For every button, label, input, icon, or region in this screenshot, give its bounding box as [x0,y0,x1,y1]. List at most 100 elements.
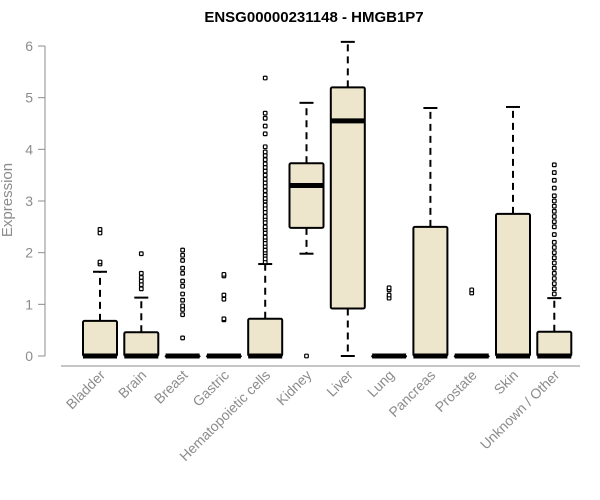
x-category-label: Kidney [273,367,315,409]
box-skin [495,105,531,359]
box-prostate [453,287,490,359]
boxes [82,40,573,359]
outlier-point [551,214,557,219]
box-rect [495,212,531,357]
y-tick-label: 1 [25,296,33,312]
outlier-point [551,281,557,287]
outlier-point [221,316,227,322]
outlier-point [262,110,268,116]
y-axis-label: Expression [0,163,16,237]
outlier-point [551,245,557,250]
outlier-point [262,176,268,182]
outlier-point [551,170,557,175]
outlier-point [262,188,268,194]
box-hematopoietic-cells [247,75,284,359]
outlier-point [262,224,268,230]
y-tick-label: 3 [25,193,33,209]
outlier-point [386,292,392,298]
outlier-point [262,172,268,178]
outlier-point [262,131,268,137]
outlier-point [262,202,268,208]
box-lung [371,285,408,359]
outlier-point [262,234,268,240]
outlier-point [180,252,186,258]
x-category-label: Bladder [63,367,109,413]
outlier-point [262,161,268,167]
y-tick-label: 0 [25,348,33,364]
outlier-point [180,270,186,276]
outlier-point [551,208,557,214]
outlier-point [551,177,557,183]
outlier-point [180,247,186,253]
box-unknown-other [536,162,573,359]
outlier-point [262,75,268,81]
outlier-point [221,271,227,277]
outlier-point [138,251,144,257]
x-category-label: Brain [115,367,149,401]
outlier-point [386,285,392,291]
outlier-point [551,255,557,261]
outlier-point [262,157,268,163]
outlier-point [551,185,557,191]
outlier-point [551,265,557,271]
outlier-point [551,250,557,256]
outlier-point [97,259,103,265]
x-category-label: Breast [151,367,191,407]
outlier-point [551,239,557,245]
box-gastric [205,271,242,359]
outlier-point [262,144,268,150]
box-rect [288,162,325,229]
box-kidney [288,101,325,359]
outlier-point [262,192,268,198]
x-category-label: Liver [323,367,356,400]
outlier-point [551,291,557,297]
y-tick-label: 2 [25,245,33,261]
outlier-point [551,203,557,209]
outlier-point [551,224,557,230]
outlier-point [469,287,475,293]
outlier-point [551,260,557,266]
outlier-point [262,115,268,121]
box-rect [247,317,284,357]
box-breast [164,247,201,359]
outlier-point [138,286,144,292]
outlier-point [551,276,557,281]
outlier-point [262,214,268,219]
box-brain [123,251,160,359]
box-liver [329,40,366,357]
outlier-point [180,303,186,309]
axes: 0 1 2 3 4 5 6 [25,38,580,367]
outlier-point [551,219,557,225]
outlier-point [551,193,557,199]
outlier-point [221,296,227,302]
outlier-point [180,283,186,289]
outlier-point [180,265,186,271]
x-category-label: Skin [491,367,522,398]
outlier-point [180,278,186,284]
y-tick-label: 4 [25,141,33,157]
outlier-point [180,335,186,341]
chart-title: ENSG00000231148 - HMGB1P7 [204,9,423,26]
outlier-point [138,270,144,276]
outlier-point [262,123,268,129]
box-rect [412,225,449,357]
box-rect [123,331,160,358]
outlier-point [180,258,186,263]
outlier-point [138,275,144,280]
y-tick-label: 5 [25,90,33,106]
outlier-point [180,312,186,318]
outlier-point [551,162,557,168]
box-rect [82,319,118,358]
outlier-point [304,353,309,359]
outlier-point [221,292,227,298]
outlier-point [262,149,268,155]
x-category-label: Prostate [432,367,480,415]
outlier-point [551,270,557,276]
outlier-point [551,286,557,292]
box-rect [536,330,573,358]
outlier-point [97,227,103,232]
box-bladder [82,227,118,359]
box-rect [329,86,366,310]
outlier-point [551,232,557,237]
